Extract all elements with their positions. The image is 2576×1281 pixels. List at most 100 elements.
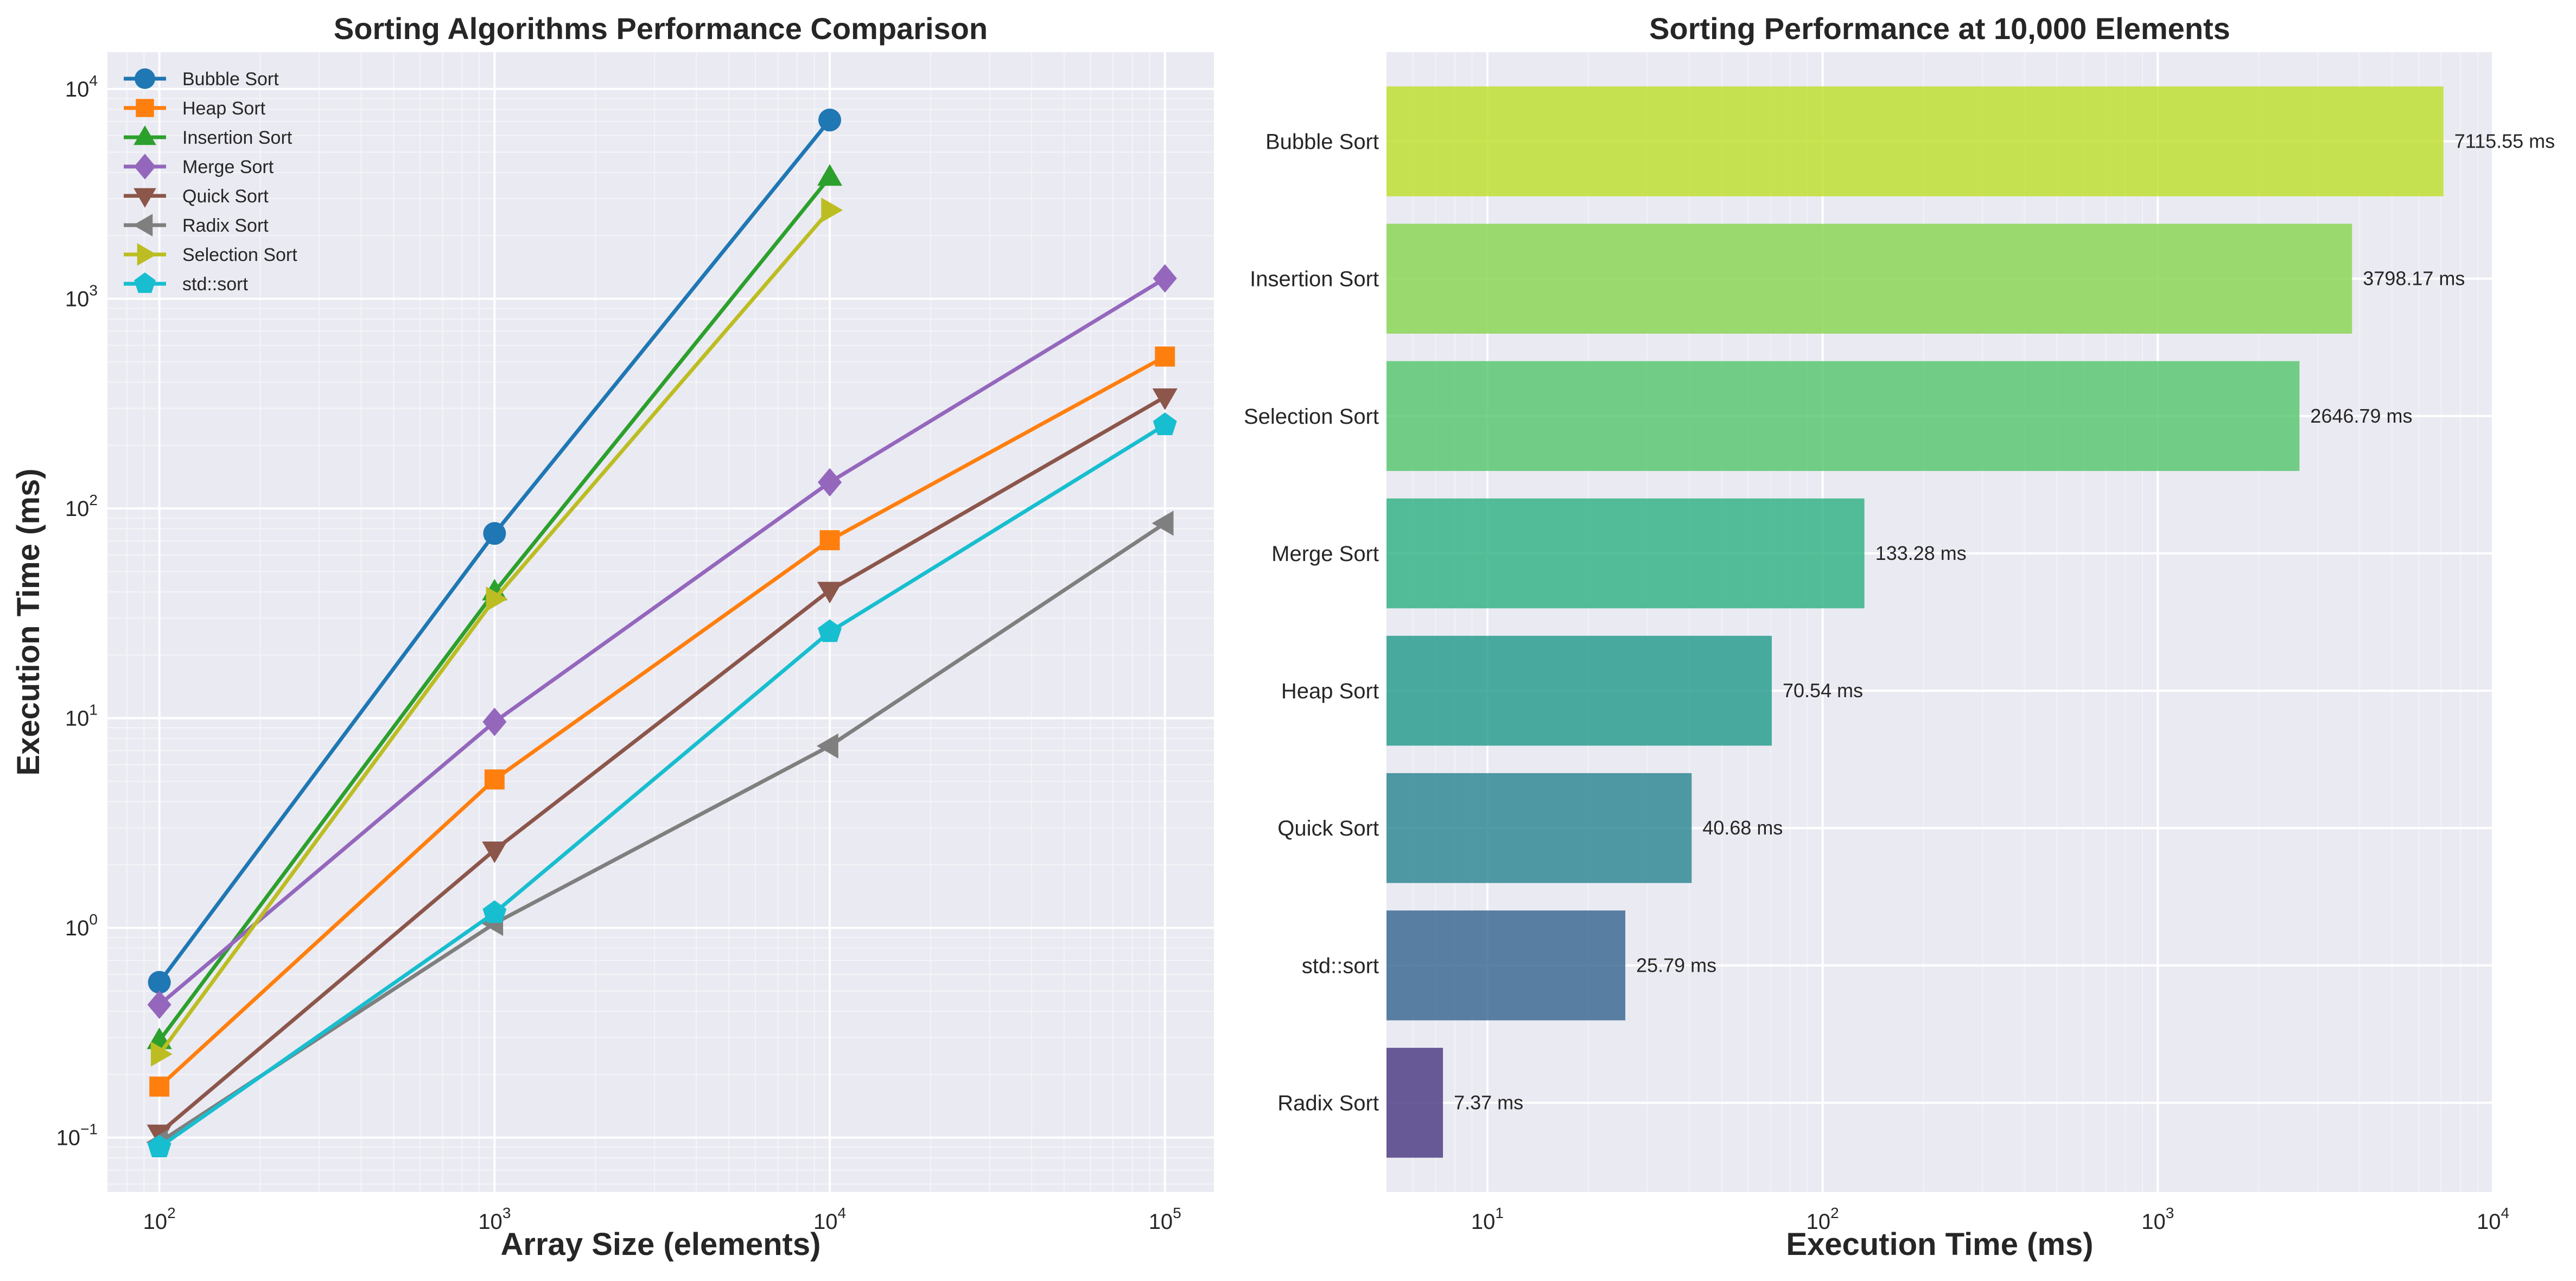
series-line-merge-sort <box>157 276 1167 1007</box>
x-tick-label-base: 10 <box>2141 1210 2166 1234</box>
data-point-merge-sort <box>147 990 171 1019</box>
data-point-heap-sort <box>819 530 840 551</box>
bar-value-label: 70.54 ms <box>1783 679 1863 702</box>
data-point-bubble-sort <box>818 109 842 132</box>
x-tick-label: 104 <box>813 1204 846 1234</box>
category-label: Selection Sort <box>1244 405 1379 429</box>
x-tick-label: 103 <box>2141 1204 2174 1234</box>
legend: Bubble Sort Heap Sort Insertion Sort Merge … <box>124 68 297 295</box>
data-point-radix-sort <box>816 733 838 759</box>
y-tick-label-exp: 3 <box>89 282 98 299</box>
chart-title: Sorting Performance at 10,000 Elements <box>1649 11 2230 46</box>
x-axis-label: Array Size (elements) <box>501 1227 821 1262</box>
legend-marker <box>134 154 156 180</box>
plot-background <box>1386 52 2493 1192</box>
series-bubble-sort <box>148 109 842 994</box>
category-label: Quick Sort <box>1277 817 1379 840</box>
bar-chart-panel: Bubble Sort 7115.55 ms Insertion Sort 3798.… <box>1244 11 2555 1262</box>
bar-quick-sort <box>1386 773 1692 883</box>
y-tick-label-exp: 0 <box>89 911 98 928</box>
minor-gridlines <box>107 52 1214 1192</box>
y-tick-label-base: 10 <box>65 916 90 940</box>
y-tick-label: 102 <box>65 492 98 521</box>
legend-label: std::sort <box>182 274 248 295</box>
legend-label: Bubble Sort <box>182 69 279 90</box>
category-label: Bubble Sort <box>1265 130 1379 154</box>
y-tick-label: 103 <box>65 282 98 311</box>
legend-label: Heap Sort <box>182 98 266 119</box>
series-layer <box>146 109 1178 1158</box>
y-tick-label: 100 <box>65 911 98 940</box>
legend-marker <box>133 214 153 237</box>
x-tick-label: 105 <box>1149 1204 1181 1234</box>
bar-std-sort <box>1386 910 1626 1021</box>
x-tick-label-base: 10 <box>2477 1210 2501 1234</box>
x-tick-label: 102 <box>1807 1204 1839 1234</box>
data-point-bubble-sort <box>148 971 171 994</box>
category-label: Radix Sort <box>1277 1091 1379 1115</box>
legend-item-merge-sort: Merge Sort <box>124 154 274 180</box>
x-tick-label-exp: 4 <box>2501 1204 2509 1221</box>
bar-merge-sort <box>1386 498 1865 609</box>
x-tick-label-exp: 3 <box>503 1204 511 1221</box>
category-label: Insertion Sort <box>1250 267 1379 291</box>
data-point-std-sort <box>1153 412 1177 435</box>
y-axis-label: Execution Time (ms) <box>11 468 46 775</box>
data-point-quick-sort <box>817 582 843 604</box>
y-tick-label: 10−1 <box>56 1121 98 1150</box>
legend-item-heap-sort: Heap Sort <box>124 98 266 119</box>
y-tick-label-exp: 4 <box>89 72 98 89</box>
data-point-quick-sort <box>482 841 507 863</box>
x-tick-label-exp: 5 <box>1173 1204 1181 1221</box>
x-axis-label: Execution Time (ms) <box>1786 1227 2093 1262</box>
data-point-heap-sort <box>149 1076 170 1097</box>
y-tick-label-exp: 2 <box>89 492 98 508</box>
y-tick-label-base: 10 <box>56 1126 81 1150</box>
legend-marker <box>134 272 156 293</box>
series-quick-sort <box>147 388 1178 1146</box>
data-point-selection-sort <box>821 197 843 223</box>
x-tick-label: 102 <box>143 1204 176 1234</box>
x-tick-label-exp: 2 <box>1830 1204 1839 1221</box>
y-tick-label: 101 <box>65 702 98 731</box>
bar-heap-sort <box>1386 635 1772 746</box>
x-tick-label: 104 <box>2477 1204 2509 1234</box>
legend-marker <box>133 188 156 208</box>
data-point-radix-sort <box>1152 511 1174 536</box>
x-tick-label-exp: 3 <box>2166 1204 2174 1221</box>
series-line-quick-sort <box>157 395 1167 1135</box>
series-line-radix-sort <box>157 521 1167 1144</box>
legend-label: Selection Sort <box>182 245 297 265</box>
y-tick-label-exp: 1 <box>89 702 98 718</box>
x-tick-label: 101 <box>1471 1204 1504 1234</box>
y-tick-label-base: 10 <box>65 78 90 101</box>
series-std-sort <box>147 412 1177 1158</box>
plot-background <box>107 52 1214 1192</box>
x-tick-label-exp: 4 <box>838 1204 847 1221</box>
legend-item-selection-sort: Selection Sort <box>124 243 297 266</box>
legend-item-bubble-sort: Bubble Sort <box>124 68 279 90</box>
series-line-heap-sort <box>157 354 1167 1089</box>
bar-radix-sort <box>1386 1048 1443 1158</box>
legend-label: Quick Sort <box>182 186 269 207</box>
y-tick-label-base: 10 <box>65 707 90 731</box>
bar-value-label: 7115.55 ms <box>2454 130 2555 152</box>
legend-label: Insertion Sort <box>182 128 292 148</box>
x-tick-label-base: 10 <box>478 1210 503 1234</box>
x-tick-label-base: 10 <box>1149 1210 1173 1234</box>
legend-item-radix-sort: Radix Sort <box>124 214 269 237</box>
y-tick-label-exp: −1 <box>80 1121 98 1138</box>
data-point-merge-sort <box>482 708 507 736</box>
x-tick-label-base: 10 <box>1807 1210 1831 1234</box>
bar-value-label: 2646.79 ms <box>2310 405 2412 427</box>
series-line-std-sort <box>157 423 1167 1149</box>
bar-value-label: 3798.17 ms <box>2363 267 2465 290</box>
data-point-insertion-sort <box>817 164 843 186</box>
legend-marker <box>133 125 156 145</box>
bar-bubble-sort <box>1386 86 2444 196</box>
data-point-quick-sort <box>1152 388 1178 410</box>
data-point-heap-sort <box>1155 346 1175 367</box>
data-point-bubble-sort <box>483 522 506 545</box>
x-tick-label: 103 <box>478 1204 511 1234</box>
